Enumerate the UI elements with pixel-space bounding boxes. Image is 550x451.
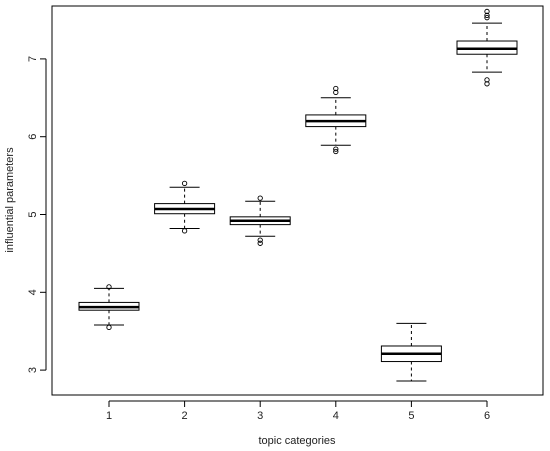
y-tick-label: 3 bbox=[27, 367, 39, 373]
box-series bbox=[78, 8, 518, 382]
outlier-point bbox=[333, 89, 339, 96]
outlier-point bbox=[333, 85, 339, 92]
x-tick-label: 5 bbox=[408, 410, 414, 422]
x-axis-title: topic categories bbox=[258, 435, 336, 447]
x-tick-label: 2 bbox=[182, 410, 188, 422]
outlier-point bbox=[106, 324, 112, 330]
x-tick-label: 6 bbox=[484, 410, 490, 422]
outlier-point bbox=[181, 228, 188, 234]
box-6 bbox=[456, 8, 518, 87]
outlier-point bbox=[257, 195, 263, 201]
box-2 bbox=[154, 180, 216, 234]
outlier-point bbox=[333, 146, 339, 152]
y-tick-label: 4 bbox=[27, 289, 39, 295]
box-5 bbox=[380, 322, 442, 382]
y-axis: 3 4 5 6 7 bbox=[27, 56, 47, 373]
outlier-point bbox=[484, 77, 490, 83]
box-3 bbox=[229, 195, 291, 246]
y-tick-label: 7 bbox=[27, 56, 39, 62]
y-axis-title: influential parameters bbox=[4, 147, 16, 253]
outlier-point bbox=[484, 15, 490, 21]
x-tick-label: 1 bbox=[106, 410, 112, 422]
outlier-point bbox=[106, 284, 112, 290]
outlier-point bbox=[484, 8, 490, 15]
outlier-point bbox=[257, 240, 263, 246]
outlier-point bbox=[181, 180, 188, 187]
outlier-point bbox=[484, 12, 490, 18]
box-4 bbox=[305, 85, 367, 155]
plot-frame bbox=[51, 5, 544, 396]
box-1 bbox=[78, 284, 140, 330]
outlier-point bbox=[333, 148, 339, 155]
x-tick-label: 4 bbox=[333, 410, 339, 422]
x-tick-label: 3 bbox=[257, 410, 263, 422]
x-axis: 1 2 3 4 5 6 bbox=[106, 400, 490, 422]
outlier-point bbox=[484, 81, 490, 87]
outlier-point bbox=[257, 237, 263, 243]
y-tick-label: 5 bbox=[27, 211, 39, 217]
y-tick-label: 6 bbox=[27, 134, 39, 140]
